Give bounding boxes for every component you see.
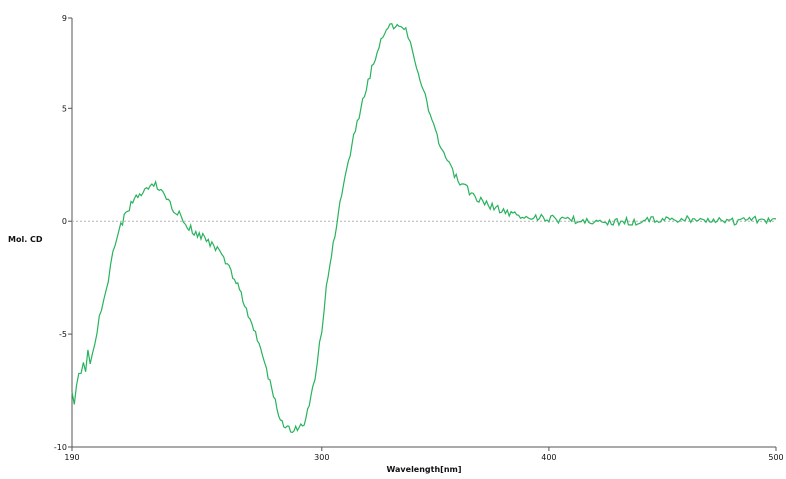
y-axis-label: Mol. CD	[8, 235, 43, 244]
y-tick-label: -10	[54, 443, 67, 452]
x-tick-label: 190	[64, 453, 79, 462]
x-ticks: 190 300 400 500	[64, 447, 784, 462]
x-tick-label: 300	[314, 453, 329, 462]
x-axis-label: Wavelength[nm]	[386, 465, 461, 474]
x-tick-label: 500	[768, 453, 783, 462]
x-tick-label: 400	[541, 453, 556, 462]
y-tick-label: 5	[62, 104, 67, 113]
y-tick-label: -5	[59, 330, 67, 339]
y-ticks: 9 5 0 -5 -10	[54, 14, 72, 452]
y-tick-label: 9	[62, 14, 67, 23]
cd-curve	[71, 23, 777, 434]
y-tick-label: 0	[62, 217, 67, 226]
